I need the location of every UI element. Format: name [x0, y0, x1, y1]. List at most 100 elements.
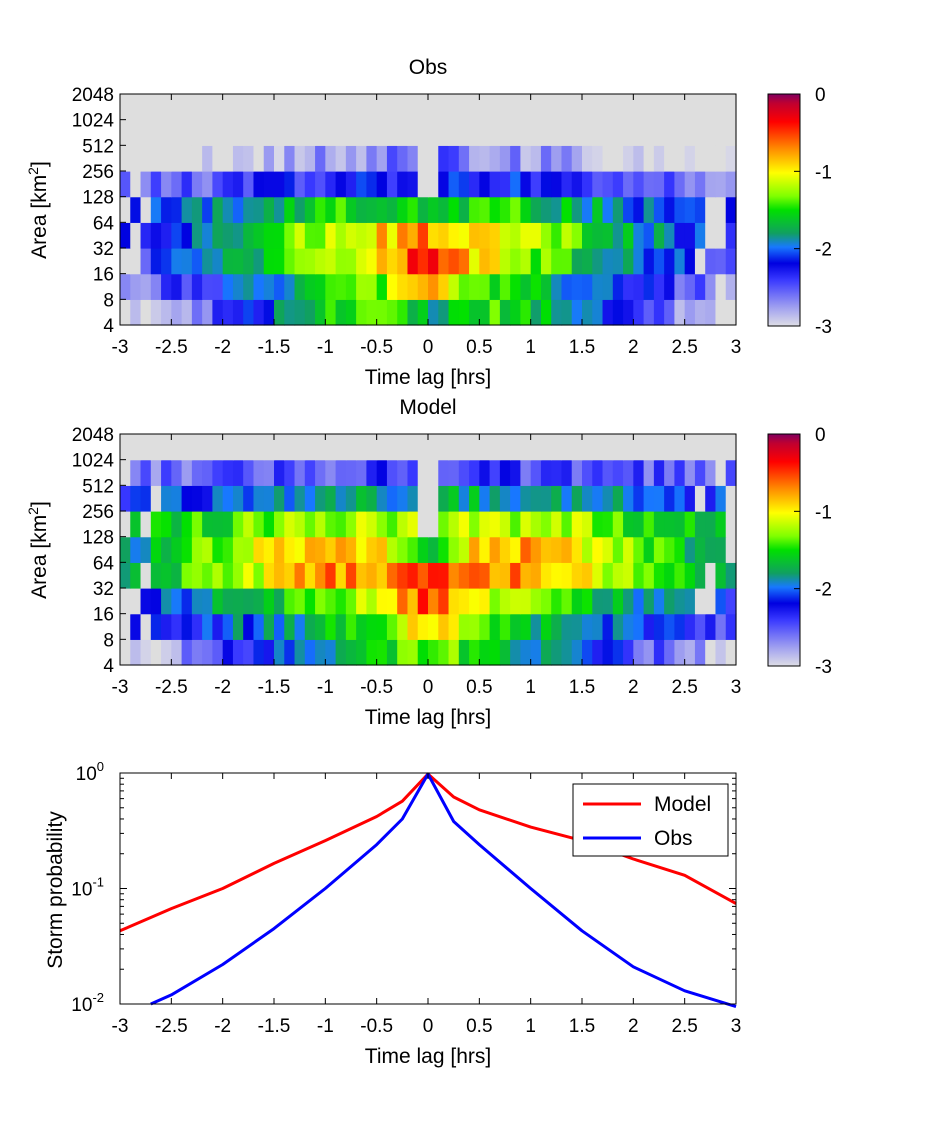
heatmap-cell: [161, 536, 172, 563]
heatmap-cell: [571, 613, 583, 640]
heatmap-cell: [428, 562, 439, 589]
heatmap-cell: [150, 511, 162, 538]
heatmap-cell: [130, 588, 142, 615]
heatmap-cell: [479, 588, 491, 615]
heatmap-cell: [499, 94, 511, 121]
heatmap-cell: [551, 171, 563, 198]
heatmap-cell: [274, 511, 285, 538]
heatmap-cell: [561, 171, 573, 198]
heatmap-cell: [602, 273, 614, 300]
heatmap-cell: [643, 613, 655, 640]
heatmap-cell: [294, 485, 306, 512]
heatmap-cell: [592, 299, 604, 326]
x-tick-label: 1: [525, 677, 536, 698]
heatmap-cell: [171, 434, 183, 461]
heatmap-cell: [633, 536, 645, 563]
heatmap-cell: [335, 94, 347, 121]
heatmap-cell: [540, 511, 552, 538]
heatmap-cell: [428, 248, 439, 275]
heatmap-cell: [253, 639, 265, 666]
heatmap-cell: [243, 562, 255, 589]
colorbar-tick-label: -1: [815, 502, 832, 523]
heatmap-cell: [274, 562, 285, 589]
heatmap-cell: [263, 613, 275, 640]
heatmap-cell: [181, 536, 193, 563]
heatmap-cell: [202, 119, 213, 146]
heatmap-cell: [715, 588, 727, 615]
heatmap-cell: [140, 145, 152, 172]
heatmap-cell: [253, 145, 265, 172]
heatmap-cell: [161, 588, 172, 615]
heatmap-cell: [438, 485, 450, 512]
heatmap-cell: [499, 639, 511, 666]
heatmap-cell: [294, 222, 306, 249]
probability-line-panel: -3 -2.5 -2 -1.5 -1 -0.5 0 0.5 1 1.5 2 2.5 3 10010-11…: [44, 759, 741, 1068]
heatmap-cell: [725, 94, 737, 121]
heatmap-cell: [612, 639, 624, 666]
heatmap-cell: [315, 536, 326, 563]
heatmap-cell: [571, 119, 583, 146]
heatmap-cell: [161, 459, 172, 486]
heatmap-cell: [407, 434, 419, 461]
x-tick-label: -2.5: [155, 677, 188, 698]
heatmap-cell: [335, 299, 347, 326]
heatmap-cell: [694, 613, 706, 640]
heatmap-cell: [335, 222, 347, 249]
heatmap-cell: [356, 171, 367, 198]
heatmap-cell: [386, 171, 398, 198]
heatmap-cell: [345, 459, 357, 486]
heatmap-cell: [664, 485, 675, 512]
heatmap-cell: [130, 171, 142, 198]
heatmap-cell: [540, 536, 552, 563]
heatmap-cell: [366, 511, 378, 538]
heatmap-cell: [520, 94, 532, 121]
heatmap-cell: [510, 485, 521, 512]
heatmap-cell: [653, 459, 665, 486]
heatmap-cell: [643, 434, 655, 461]
heatmap-cell: [253, 196, 265, 223]
heatmap-cell: [243, 434, 255, 461]
heatmap-cell: [510, 511, 521, 538]
heatmap-cell: [694, 273, 706, 300]
heatmap-cell: [202, 459, 213, 486]
heatmap-cell: [612, 562, 624, 589]
heatmap-cell: [612, 196, 624, 223]
heatmap-cell: [253, 588, 265, 615]
heatmap-cell: [540, 639, 552, 666]
heatmap-cell: [161, 248, 172, 275]
heatmap-cell: [407, 196, 419, 223]
heatmap-cell: [428, 222, 439, 249]
heatmap-cell: [694, 145, 706, 172]
heatmap-cell: [469, 588, 480, 615]
heatmap-cell: [694, 536, 706, 563]
heatmap-cell: [674, 119, 686, 146]
prob-y-axis-label: Storm probability: [44, 811, 67, 969]
heatmap-cell: [386, 536, 398, 563]
heatmap-cell: [140, 639, 152, 666]
heatmap-cell: [366, 119, 378, 146]
heatmap-cell: [530, 536, 542, 563]
heatmap-cell: [571, 94, 583, 121]
heatmap-cell: [325, 434, 337, 461]
heatmap-cell: [612, 171, 624, 198]
heatmap-cell: [664, 511, 675, 538]
heatmap-cell: [448, 171, 460, 198]
heatmap-cell: [335, 434, 347, 461]
heatmap-cell: [232, 94, 244, 121]
heatmap-cell: [150, 434, 162, 461]
heatmap-cell: [520, 171, 532, 198]
heatmap-cell: [140, 248, 152, 275]
heatmap-cell: [612, 94, 624, 121]
model-colorbar-ticks: 0 -1 -2 -3: [794, 425, 832, 678]
heatmap-cell: [582, 434, 593, 461]
heatmap-cell: [304, 536, 316, 563]
heatmap-cell: [212, 196, 224, 223]
heatmap-cell: [120, 536, 131, 563]
heatmap-cell: [582, 459, 593, 486]
model-y-axis-label-sup: 2: [25, 507, 41, 515]
heatmap-cell: [263, 196, 275, 223]
heatmap-cell: [150, 248, 162, 275]
heatmap-cell: [232, 222, 244, 249]
heatmap-cell: [356, 485, 367, 512]
x-tick-label: -1: [317, 337, 334, 358]
